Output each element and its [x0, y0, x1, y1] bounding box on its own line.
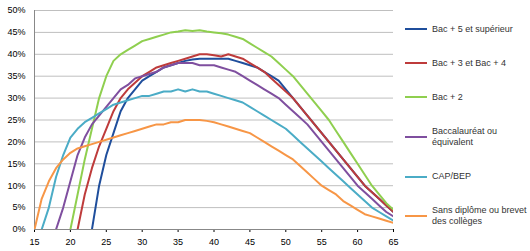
svg-text:25: 25	[101, 237, 111, 247]
svg-text:20: 20	[65, 237, 75, 247]
html-text:Bac + 2: Bac + 2	[432, 91, 463, 102]
svg-text:50%: 50%	[7, 5, 25, 15]
svg-text:35%: 35%	[7, 71, 25, 81]
html-text:CAP/BEP: CAP/BEP	[432, 171, 471, 182]
html-text:Bac + 3 et Bac + 4: Bac + 3 et Bac + 4	[432, 57, 507, 68]
svg-text:25%: 25%	[7, 115, 25, 125]
svg-text:30%: 30%	[7, 93, 25, 103]
svg-text:65: 65	[388, 237, 398, 247]
svg-text:40: 40	[209, 237, 219, 247]
html-text:Sans diplôme ou brevet des col: Sans diplôme ou brevet des collèges	[432, 205, 527, 227]
svg-text:45: 45	[245, 237, 255, 247]
svg-text:40%: 40%	[7, 49, 25, 59]
html-text:Bac + 5 et supérieur: Bac + 5 et supérieur	[432, 23, 513, 34]
svg-text:15: 15	[29, 237, 39, 247]
svg-text:0%: 0%	[12, 224, 25, 234]
html-text:Baccalauréat ou équivalent: Baccalauréat ou équivalent	[432, 126, 497, 147]
svg-text:20%: 20%	[7, 137, 25, 147]
svg-text:55: 55	[317, 237, 327, 247]
svg-text:5%: 5%	[12, 202, 25, 212]
svg-text:15%: 15%	[7, 159, 25, 169]
svg-text:45%: 45%	[7, 27, 25, 37]
svg-text:60: 60	[353, 237, 363, 247]
svg-text:50: 50	[281, 237, 291, 247]
svg-text:35: 35	[173, 237, 183, 247]
svg-text:30: 30	[137, 237, 147, 247]
svg-text:10%: 10%	[7, 181, 25, 191]
